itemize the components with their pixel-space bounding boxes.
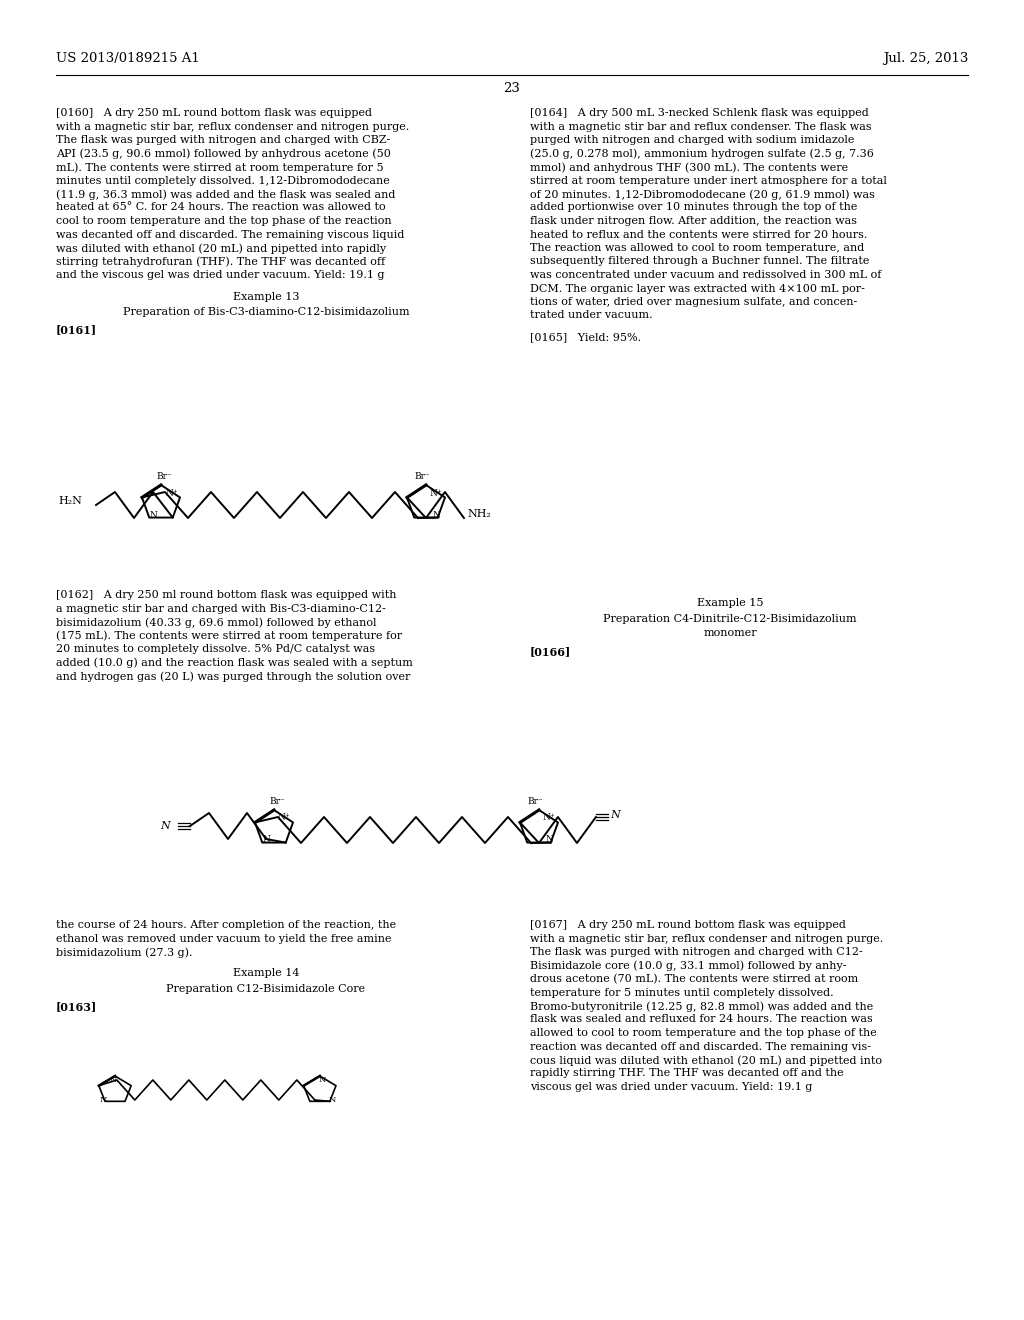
Text: [0166]: [0166] — [530, 647, 571, 657]
Text: Bisimidazole core (10.0 g, 33.1 mmol) followed by anhy-: Bisimidazole core (10.0 g, 33.1 mmol) fo… — [530, 961, 847, 972]
Text: with a magnetic stir bar and reflux condenser. The flask was: with a magnetic stir bar and reflux cond… — [530, 121, 871, 132]
Text: Preparation C4-Dinitrile-C12-Bisimidazolium: Preparation C4-Dinitrile-C12-Bisimidazol… — [603, 615, 857, 624]
Text: Br⁻: Br⁻ — [269, 797, 285, 807]
Text: H₂N: H₂N — [58, 496, 82, 506]
Text: NH₂: NH₂ — [468, 510, 492, 519]
Text: with a magnetic stir bar, reflux condenser and nitrogen purge.: with a magnetic stir bar, reflux condens… — [56, 121, 410, 132]
Text: N⁺: N⁺ — [278, 813, 291, 822]
Text: Br⁻: Br⁻ — [156, 473, 172, 480]
Text: 23: 23 — [504, 82, 520, 95]
Text: N: N — [610, 810, 620, 820]
Text: cous liquid was diluted with ethanol (20 mL) and pipetted into: cous liquid was diluted with ethanol (20… — [530, 1055, 882, 1065]
Text: with a magnetic stir bar, reflux condenser and nitrogen purge.: with a magnetic stir bar, reflux condens… — [530, 933, 884, 944]
Text: was diluted with ethanol (20 mL) and pipetted into rapidly: was diluted with ethanol (20 mL) and pip… — [56, 243, 386, 253]
Text: tions of water, dried over magnesium sulfate, and concen-: tions of water, dried over magnesium sul… — [530, 297, 857, 308]
Text: mmol) and anhydrous THF (300 mL). The contents were: mmol) and anhydrous THF (300 mL). The co… — [530, 162, 848, 173]
Text: viscous gel was dried under vacuum. Yield: 19.1 g: viscous gel was dried under vacuum. Yiel… — [530, 1082, 812, 1092]
Text: purged with nitrogen and charged with sodium imidazole: purged with nitrogen and charged with so… — [530, 135, 854, 145]
Text: (175 mL). The contents were stirred at room temperature for: (175 mL). The contents were stirred at r… — [56, 631, 402, 642]
Text: N: N — [150, 511, 157, 520]
Text: subsequently filtered through a Buchner funnel. The filtrate: subsequently filtered through a Buchner … — [530, 256, 869, 267]
Text: DCM. The organic layer was extracted with 4×100 mL por-: DCM. The organic layer was extracted wit… — [530, 284, 865, 293]
Text: minutes until completely dissolved. 1,12-Dibromododecane: minutes until completely dissolved. 1,12… — [56, 176, 390, 186]
Text: The reaction was allowed to cool to room temperature, and: The reaction was allowed to cool to room… — [530, 243, 864, 253]
Text: The flask was purged with nitrogen and charged with C12-: The flask was purged with nitrogen and c… — [530, 946, 863, 957]
Text: Example 15: Example 15 — [696, 598, 763, 609]
Text: a magnetic stir bar and charged with Bis-C3-diamino-C12-: a magnetic stir bar and charged with Bis… — [56, 603, 386, 614]
Text: and hydrogen gas (20 L) was purged through the solution over: and hydrogen gas (20 L) was purged throu… — [56, 671, 411, 681]
Text: bisimidazolium (27.3 g).: bisimidazolium (27.3 g). — [56, 946, 193, 957]
Text: [0165]   Yield: 95%.: [0165] Yield: 95%. — [530, 333, 641, 342]
Text: Br⁻: Br⁻ — [527, 797, 543, 807]
Text: flask was sealed and refluxed for 24 hours. The reaction was: flask was sealed and refluxed for 24 hou… — [530, 1015, 872, 1024]
Text: Jul. 25, 2013: Jul. 25, 2013 — [883, 51, 968, 65]
Text: monomer: monomer — [703, 628, 757, 638]
Text: Example 14: Example 14 — [232, 969, 299, 978]
Text: N⁺: N⁺ — [543, 813, 556, 822]
Text: was concentrated under vacuum and redissolved in 300 mL of: was concentrated under vacuum and rediss… — [530, 271, 882, 280]
Text: N: N — [262, 836, 270, 845]
Text: was decanted off and discarded. The remaining viscous liquid: was decanted off and discarded. The rema… — [56, 230, 404, 239]
Text: N⁺: N⁺ — [165, 488, 177, 498]
Text: 20 minutes to completely dissolve. 5% Pd/C catalyst was: 20 minutes to completely dissolve. 5% Pd… — [56, 644, 375, 653]
Text: bisimidazolium (40.33 g, 69.6 mmol) followed by ethanol: bisimidazolium (40.33 g, 69.6 mmol) foll… — [56, 616, 377, 627]
Text: N: N — [545, 836, 553, 845]
Text: N: N — [99, 1096, 106, 1104]
Text: heated to reflux and the contents were stirred for 20 hours.: heated to reflux and the contents were s… — [530, 230, 867, 239]
Text: (25.0 g, 0.278 mol), ammonium hydrogen sulfate (2.5 g, 7.36: (25.0 g, 0.278 mol), ammonium hydrogen s… — [530, 149, 873, 160]
Text: allowed to cool to room temperature and the top phase of the: allowed to cool to room temperature and … — [530, 1028, 877, 1038]
Text: heated at 65° C. for 24 hours. The reaction was allowed to: heated at 65° C. for 24 hours. The react… — [56, 202, 386, 213]
Text: ethanol was removed under vacuum to yield the free amine: ethanol was removed under vacuum to yiel… — [56, 933, 391, 944]
Text: The flask was purged with nitrogen and charged with CBZ-: The flask was purged with nitrogen and c… — [56, 135, 390, 145]
Text: cool to room temperature and the top phase of the reaction: cool to room temperature and the top pha… — [56, 216, 391, 226]
Text: and the viscous gel was dried under vacuum. Yield: 19.1 g: and the viscous gel was dried under vacu… — [56, 271, 384, 280]
Text: stirring tetrahydrofuran (THF). The THF was decanted off: stirring tetrahydrofuran (THF). The THF … — [56, 256, 385, 267]
Text: N: N — [110, 1076, 117, 1084]
Text: flask under nitrogen flow. After addition, the reaction was: flask under nitrogen flow. After additio… — [530, 216, 857, 226]
Text: [0163]: [0163] — [56, 1002, 97, 1012]
Text: rapidly stirring THF. The THF was decanted off and the: rapidly stirring THF. The THF was decant… — [530, 1068, 844, 1078]
Text: (11.9 g, 36.3 mmol) was added and the flask was sealed and: (11.9 g, 36.3 mmol) was added and the fl… — [56, 189, 395, 199]
Text: Preparation of Bis-C3-diamino-C12-bisimidazolium: Preparation of Bis-C3-diamino-C12-bisimi… — [123, 308, 410, 317]
Text: added portionwise over 10 minutes through the top of the: added portionwise over 10 minutes throug… — [530, 202, 857, 213]
Text: temperature for 5 minutes until completely dissolved.: temperature for 5 minutes until complete… — [530, 987, 834, 998]
Text: [0160]   A dry 250 mL round bottom flask was equipped: [0160] A dry 250 mL round bottom flask w… — [56, 108, 372, 117]
Text: N⁺: N⁺ — [430, 488, 442, 498]
Text: Example 13: Example 13 — [232, 292, 299, 301]
Text: US 2013/0189215 A1: US 2013/0189215 A1 — [56, 51, 200, 65]
Text: the course of 24 hours. After completion of the reaction, the: the course of 24 hours. After completion… — [56, 920, 396, 931]
Text: N: N — [318, 1076, 326, 1084]
Text: trated under vacuum.: trated under vacuum. — [530, 310, 652, 321]
Text: [0162]   A dry 250 ml round bottom flask was equipped with: [0162] A dry 250 ml round bottom flask w… — [56, 590, 396, 601]
Text: Br⁻: Br⁻ — [414, 473, 430, 480]
Text: Bromo-butyronitrile (12.25 g, 82.8 mmol) was added and the: Bromo-butyronitrile (12.25 g, 82.8 mmol)… — [530, 1001, 873, 1011]
Text: stirred at room temperature under inert atmosphere for a total: stirred at room temperature under inert … — [530, 176, 887, 186]
Text: reaction was decanted off and discarded. The remaining vis-: reaction was decanted off and discarded.… — [530, 1041, 871, 1052]
Text: [0164]   A dry 500 mL 3-necked Schlenk flask was equipped: [0164] A dry 500 mL 3-necked Schlenk fla… — [530, 108, 868, 117]
Text: N: N — [432, 511, 440, 520]
Text: [0161]: [0161] — [56, 325, 97, 335]
Text: mL). The contents were stirred at room temperature for 5: mL). The contents were stirred at room t… — [56, 162, 384, 173]
Text: [0167]   A dry 250 mL round bottom flask was equipped: [0167] A dry 250 mL round bottom flask w… — [530, 920, 846, 931]
Text: Preparation C12-Bisimidazole Core: Preparation C12-Bisimidazole Core — [167, 983, 366, 994]
Text: of 20 minutes. 1,12-Dibromododecane (20 g, 61.9 mmol) was: of 20 minutes. 1,12-Dibromododecane (20 … — [530, 189, 874, 199]
Text: N: N — [328, 1096, 336, 1104]
Text: added (10.0 g) and the reaction flask was sealed with a septum: added (10.0 g) and the reaction flask wa… — [56, 657, 413, 668]
Text: drous acetone (70 mL). The contents were stirred at room: drous acetone (70 mL). The contents were… — [530, 974, 858, 985]
Text: API (23.5 g, 90.6 mmol) followed by anhydrous acetone (50: API (23.5 g, 90.6 mmol) followed by anhy… — [56, 149, 391, 160]
Text: N: N — [160, 821, 170, 832]
